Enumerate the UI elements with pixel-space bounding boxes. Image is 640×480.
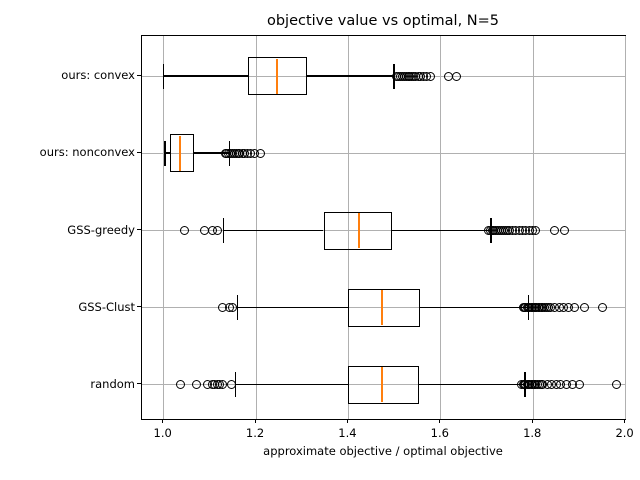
grid-line-x xyxy=(255,36,257,419)
x-tick-mark xyxy=(624,419,626,423)
x-tick-mark xyxy=(254,419,256,423)
flier-point xyxy=(176,380,186,389)
flier-point xyxy=(426,71,436,81)
flier-point xyxy=(226,380,236,389)
y-tick-mark xyxy=(137,74,141,76)
flier-point xyxy=(213,226,223,235)
flier-point xyxy=(579,303,589,312)
flier-point xyxy=(452,71,462,81)
box xyxy=(248,57,307,95)
x-axis-label: approximate objective / optimal objectiv… xyxy=(263,444,503,458)
whisker-high-line xyxy=(419,383,525,386)
y-tick-label: ours: convex xyxy=(61,68,135,82)
x-tick-mark xyxy=(346,419,348,423)
flier-point xyxy=(191,380,201,389)
median-line xyxy=(179,135,182,171)
flier-point xyxy=(217,380,227,389)
median-line xyxy=(276,58,279,94)
grid-line-x xyxy=(163,36,165,419)
grid-line-y xyxy=(141,230,625,231)
x-tick-label: 1.0 xyxy=(153,426,172,440)
flier-point xyxy=(228,303,237,312)
flier-point xyxy=(179,226,189,235)
grid-line-x xyxy=(440,36,442,419)
whisker-low-line xyxy=(165,152,170,154)
x-tick-label: 1.6 xyxy=(430,426,449,440)
y-tick-label: GSS-Clust xyxy=(78,299,135,314)
flier-point xyxy=(598,303,608,312)
grid-line-y xyxy=(141,384,625,385)
whisker-cap-low xyxy=(164,140,166,166)
y-tick-label: random xyxy=(90,376,135,391)
grid-line-x xyxy=(347,36,349,419)
whisker-low-line xyxy=(223,229,324,232)
y-tick-mark xyxy=(137,306,141,307)
grid-line-y xyxy=(141,152,625,154)
box xyxy=(347,288,421,327)
x-tick-mark xyxy=(162,419,164,423)
whisker-cap-low xyxy=(162,63,165,89)
x-tick-label: 1.4 xyxy=(338,426,357,440)
grid-line-y xyxy=(141,307,625,308)
flier-point xyxy=(570,303,580,312)
y-tick-label: GSS-greedy xyxy=(67,222,135,237)
flier-point xyxy=(575,380,585,389)
whisker-low-line xyxy=(237,306,348,309)
x-tick-label: 1.2 xyxy=(245,426,265,440)
chart-title: objective value vs optimal, N=5 xyxy=(266,13,500,29)
flier-point xyxy=(256,148,266,158)
whisker-cap-low xyxy=(236,295,239,320)
flier-point xyxy=(531,226,541,235)
y-tick-mark xyxy=(137,383,141,384)
median-line xyxy=(381,367,384,402)
flier-point xyxy=(559,226,569,235)
flier-point xyxy=(611,380,621,389)
plot-area xyxy=(140,35,627,420)
y-tick-mark xyxy=(137,151,141,153)
grid-line-x xyxy=(625,36,627,419)
whisker-low-line xyxy=(163,75,249,77)
median-line xyxy=(357,213,360,248)
whisker-high-line xyxy=(193,152,230,154)
x-tick-label: 2.0 xyxy=(615,426,634,440)
x-tick-mark xyxy=(439,419,441,423)
box xyxy=(169,134,194,172)
whisker-low-line xyxy=(235,383,348,386)
x-tick-label: 1.8 xyxy=(523,426,542,440)
whisker-cap-low xyxy=(234,372,237,397)
box xyxy=(347,365,420,404)
whisker-cap-low xyxy=(222,218,225,243)
box xyxy=(323,211,392,250)
y-tick-label: ours: nonconvex xyxy=(39,145,135,159)
whisker-high-line xyxy=(391,229,492,232)
flier-point xyxy=(549,226,559,235)
x-tick-mark xyxy=(531,419,533,423)
whisker-high-line xyxy=(306,75,395,77)
median-line xyxy=(381,290,384,325)
y-tick-mark xyxy=(137,229,141,230)
whisker-high-line xyxy=(420,306,529,309)
